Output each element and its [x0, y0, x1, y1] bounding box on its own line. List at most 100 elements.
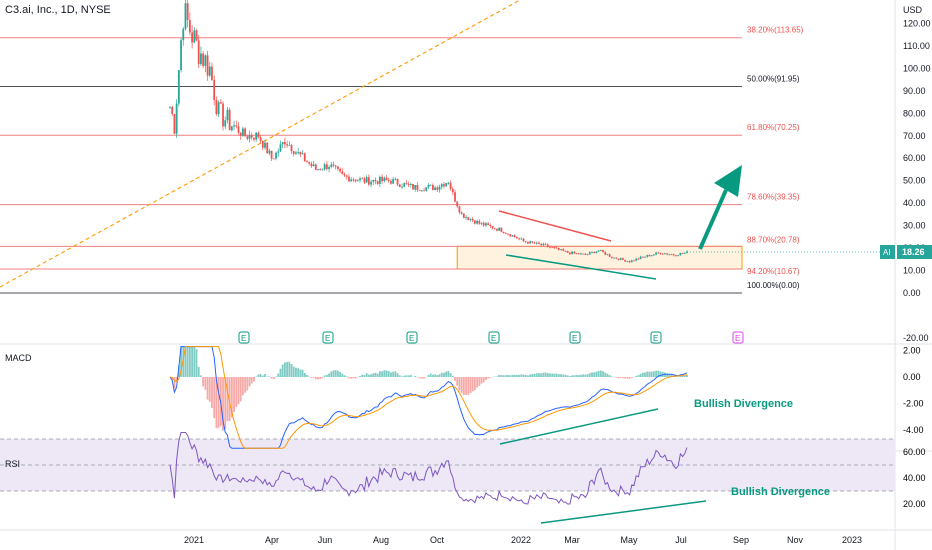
macd-bar — [405, 375, 408, 377]
candle-body — [580, 253, 582, 255]
macd-bar — [467, 377, 470, 395]
candle-body — [425, 187, 428, 191]
candle-body — [295, 152, 297, 154]
macd-line — [169, 346, 688, 449]
candle-body — [633, 260, 635, 262]
macd-bar — [208, 377, 211, 402]
candle-body — [445, 182, 448, 187]
candle-body — [407, 183, 410, 185]
macd-bar — [624, 377, 627, 379]
candle-body — [182, 28, 185, 41]
candle-body — [235, 125, 238, 127]
candle-body — [286, 144, 288, 146]
macd-bar — [513, 374, 516, 377]
candle-body — [228, 109, 231, 131]
earnings-marker — [569, 331, 581, 344]
macd-bar — [683, 375, 686, 377]
macd-bar — [180, 346, 182, 377]
candle-body — [432, 184, 434, 191]
candle-body — [451, 188, 454, 193]
candle-body — [456, 201, 459, 207]
candle-body — [485, 223, 487, 226]
macd-bar — [511, 374, 514, 377]
macd-bar — [175, 377, 178, 383]
candle-body — [529, 241, 532, 244]
candle-body — [195, 30, 198, 41]
rsi-y-tick: 60.00 — [903, 447, 926, 457]
candle-body — [498, 227, 501, 231]
macd-bar — [591, 372, 593, 377]
candle-body — [504, 233, 507, 234]
macd-bar — [376, 373, 379, 377]
macd-bar — [449, 373, 452, 377]
macd-bar — [270, 377, 273, 379]
earnings-marker — [238, 331, 250, 344]
macd-bar — [509, 375, 512, 377]
candle-body — [624, 259, 627, 262]
candle-body — [403, 183, 406, 187]
candles-group — [169, 0, 688, 263]
candle-body — [197, 40, 200, 65]
candle-body — [467, 217, 470, 220]
candle-body — [310, 163, 313, 167]
candle-body — [319, 169, 322, 171]
rsi-y-tick: 40.00 — [903, 473, 926, 483]
macd-bar — [401, 376, 403, 377]
macd-bar — [476, 377, 479, 388]
earnings-marker-label: E — [572, 334, 577, 343]
macd-bar — [471, 377, 474, 392]
macd-bar — [648, 371, 651, 377]
currency-label: USD — [903, 5, 923, 15]
candle-body — [515, 237, 518, 239]
candle-body — [553, 247, 556, 249]
x-tick-label: Jun — [318, 535, 333, 545]
x-tick-label: Mar — [564, 535, 580, 545]
macd-bar — [403, 375, 406, 377]
candle-body — [219, 102, 222, 104]
candle-body — [184, 3, 187, 29]
macd-bar — [553, 373, 556, 377]
macd-bar — [628, 377, 631, 379]
candle-body — [255, 132, 258, 140]
candle-body — [323, 164, 326, 170]
candle-body — [334, 165, 337, 167]
macd-bar — [301, 369, 304, 377]
macd-bar — [213, 377, 216, 419]
macd-bar — [571, 375, 574, 377]
candle-body — [675, 255, 677, 257]
candle-body — [566, 250, 569, 253]
candle-body — [224, 120, 227, 127]
candle-body — [330, 164, 333, 168]
macd-bar — [330, 371, 333, 377]
candle-body — [361, 178, 364, 180]
chart-title: C3.ai, Inc., 1D, NYSE — [5, 4, 111, 16]
macd-annotation: Bullish Divergence — [694, 398, 793, 410]
candle-body — [681, 253, 684, 254]
macd-bar — [522, 374, 525, 377]
candle-body — [575, 253, 578, 255]
candle-body — [409, 184, 412, 185]
macd-bar — [235, 377, 238, 407]
macd-bar — [292, 366, 295, 377]
macd-bar — [515, 374, 518, 377]
macd-bar — [593, 372, 596, 377]
candle-body — [290, 145, 293, 152]
macd-bar — [538, 373, 540, 377]
macd-bar — [237, 377, 240, 405]
macd-bar — [325, 374, 328, 377]
candle-body — [668, 254, 671, 256]
candle-body — [363, 178, 366, 183]
candle-body — [208, 66, 211, 76]
candle-body — [321, 169, 324, 171]
macd-bar — [482, 377, 485, 383]
y-tick-label: 100.00 — [903, 63, 931, 73]
macd-bar — [686, 375, 688, 377]
candle-body — [462, 213, 465, 218]
candle-body — [513, 235, 516, 238]
macd-bar — [454, 377, 456, 381]
candle-body — [443, 184, 445, 187]
macd-bar — [283, 362, 286, 377]
macd-bar — [451, 375, 454, 377]
macd-bar — [597, 371, 600, 377]
